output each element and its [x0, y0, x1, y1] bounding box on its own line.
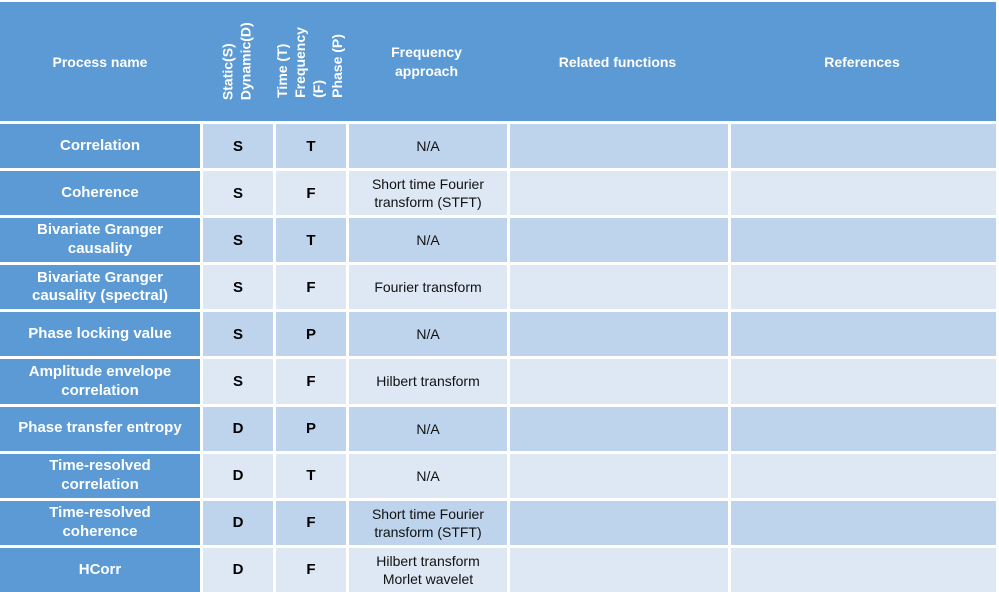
related-functions-cell — [510, 124, 728, 169]
references-cell — [731, 359, 996, 404]
related-functions-cell — [510, 265, 728, 310]
process-name-cell: Time-resolved coherence — [0, 500, 200, 545]
frequency-approach-cell: N/A — [349, 218, 507, 263]
frequency-approach-cell: Hilbert transform — [349, 359, 507, 404]
header-references: References — [728, 2, 996, 121]
frequency-approach-cell: N/A — [349, 312, 507, 357]
time-frequency-phase-cell: F — [276, 547, 346, 592]
references-cell — [731, 218, 996, 263]
frequency-approach-cell: Hilbert transform Morlet wavelet — [349, 547, 507, 592]
static-dynamic-cell: S — [203, 359, 273, 404]
static-dynamic-cell: D — [203, 406, 273, 451]
process-name-cell: Amplitude envelope correlation — [0, 359, 200, 404]
static-dynamic-cell: D — [203, 500, 273, 545]
static-dynamic-cell: S — [203, 124, 273, 169]
time-frequency-phase-cell: T — [276, 218, 346, 263]
references-cell — [731, 312, 996, 357]
header-time-frequency-phase-label: Time (T) Frequency (F) Phase (P) — [274, 27, 345, 98]
references-cell — [731, 124, 996, 169]
header-frequency-approach: Frequency approach — [346, 2, 507, 121]
frequency-approach-cell: N/A — [349, 124, 507, 169]
table-row: Bivariate Granger causality S T N/A — [0, 218, 996, 263]
related-functions-cell — [510, 547, 728, 592]
related-functions-cell — [510, 406, 728, 451]
table-row: Amplitude envelope correlation S F Hilbe… — [0, 359, 996, 404]
frequency-approach-cell: N/A — [349, 406, 507, 451]
related-functions-cell — [510, 218, 728, 263]
table-row: Phase locking value S P N/A — [0, 312, 996, 357]
static-dynamic-cell: S — [203, 218, 273, 263]
static-dynamic-cell: S — [203, 312, 273, 357]
frequency-approach-cell: Short time Fourier transform (STFT) — [349, 500, 507, 545]
process-name-cell: Phase locking value — [0, 312, 200, 357]
related-functions-cell — [510, 453, 728, 498]
table-row: Time-resolved coherence D F Short time F… — [0, 500, 996, 545]
references-cell — [731, 453, 996, 498]
process-name-cell: Time-resolved correlation — [0, 453, 200, 498]
header-frequency-approach-label: Frequency approach — [391, 43, 462, 79]
header-references-label: References — [824, 53, 900, 70]
time-frequency-phase-cell: F — [276, 171, 346, 216]
time-frequency-phase-cell: P — [276, 406, 346, 451]
table-header: Process name Static(S) Dynamic(D) Time (… — [0, 2, 996, 121]
header-related-functions-label: Related functions — [558, 53, 677, 70]
related-functions-cell — [510, 171, 728, 216]
process-name-cell: Phase transfer entropy — [0, 406, 200, 451]
frequency-approach-cell: Short time Fourier transform (STFT) — [349, 171, 507, 216]
references-cell — [731, 171, 996, 216]
time-frequency-phase-cell: F — [276, 359, 346, 404]
process-name-cell: Bivariate Granger causality — [0, 218, 200, 263]
static-dynamic-cell: D — [203, 453, 273, 498]
table-row: Bivariate Granger causality (spectral) S… — [0, 265, 996, 310]
header-static-dynamic: Static(S) Dynamic(D) — [200, 2, 273, 121]
table-row: HCorr D F Hilbert transform Morlet wavel… — [0, 547, 996, 592]
related-functions-cell — [510, 312, 728, 357]
time-frequency-phase-cell: F — [276, 265, 346, 310]
time-frequency-phase-cell: F — [276, 500, 346, 545]
references-cell — [731, 406, 996, 451]
header-related-functions: Related functions — [507, 2, 728, 121]
time-frequency-phase-cell: T — [276, 124, 346, 169]
header-time-frequency-phase: Time (T) Frequency (F) Phase (P) — [273, 2, 346, 121]
references-cell — [731, 265, 996, 310]
process-name-cell: Correlation — [0, 124, 200, 169]
related-functions-cell — [510, 359, 728, 404]
time-frequency-phase-cell: T — [276, 453, 346, 498]
process-name-cell: Bivariate Granger causality (spectral) — [0, 265, 200, 310]
header-static-dynamic-label: Static(S) Dynamic(D) — [219, 22, 254, 101]
table-row: Coherence S F Short time Fourier transfo… — [0, 171, 996, 216]
header-process-name-label: Process name — [52, 53, 148, 70]
static-dynamic-cell: S — [203, 265, 273, 310]
frequency-approach-cell: Fourier transform — [349, 265, 507, 310]
static-dynamic-cell: D — [203, 547, 273, 592]
references-cell — [731, 500, 996, 545]
references-cell — [731, 547, 996, 592]
related-functions-cell — [510, 500, 728, 545]
table-row: Correlation S T N/A — [0, 124, 996, 169]
table-row: Time-resolved correlation D T N/A — [0, 453, 996, 498]
process-name-cell: Coherence — [0, 171, 200, 216]
frequency-approach-cell: N/A — [349, 453, 507, 498]
table-row: Phase transfer entropy D P N/A — [0, 406, 996, 451]
static-dynamic-cell: S — [203, 171, 273, 216]
header-process-name: Process name — [0, 2, 200, 121]
time-frequency-phase-cell: P — [276, 312, 346, 357]
process-name-cell: HCorr — [0, 547, 200, 592]
